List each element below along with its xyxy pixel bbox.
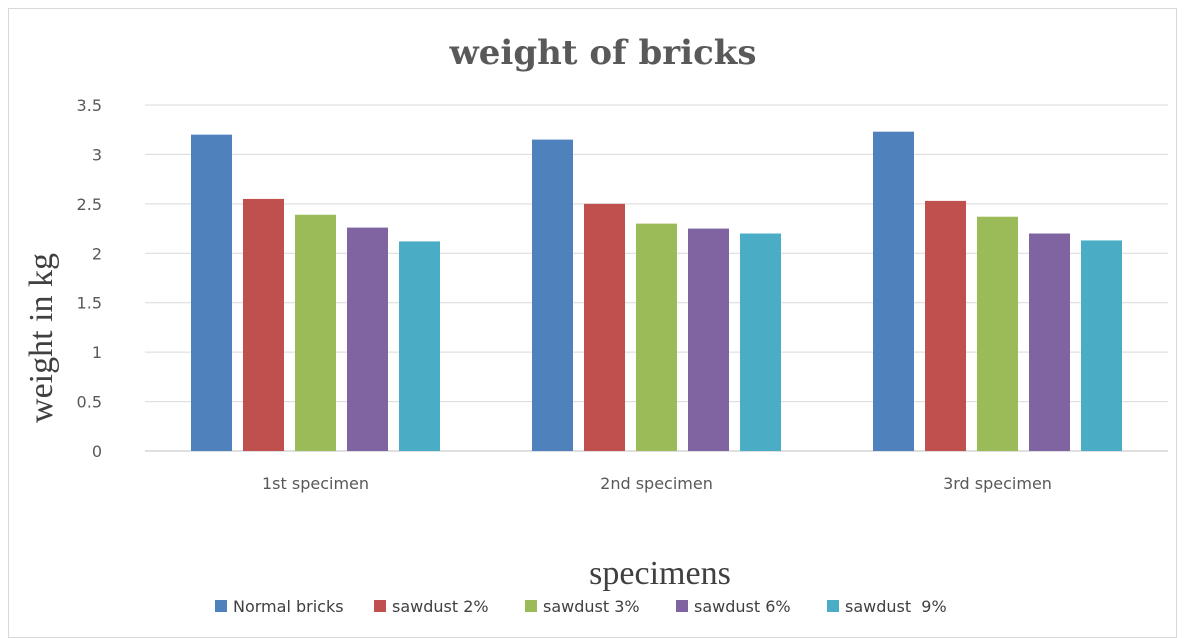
- bar: [873, 131, 914, 452]
- x-axis-ticks: 1st specimen 2nd specimen 3rd specimen: [262, 474, 1052, 493]
- x-tick-label: 2nd specimen: [600, 474, 713, 493]
- legend-label: sawdust 2%: [392, 597, 489, 616]
- bar: [977, 216, 1018, 451]
- y-tick-label: 1.5: [77, 294, 102, 313]
- legend-label: sawdust 9%: [845, 597, 947, 616]
- y-axis-title: weight in kg: [23, 253, 60, 423]
- chart-title: weight of bricks: [449, 33, 757, 73]
- y-tick-label: 0.5: [77, 393, 102, 412]
- x-tick-label: 3rd specimen: [943, 474, 1052, 493]
- bar: [1029, 233, 1070, 451]
- bar: [532, 139, 573, 451]
- bar: [925, 200, 966, 451]
- bar: [243, 198, 284, 451]
- legend-swatch: [215, 600, 227, 612]
- legend-swatch: [374, 600, 386, 612]
- x-axis-title: specimens: [589, 555, 731, 592]
- bar: [688, 228, 729, 451]
- y-tick-label: 3: [92, 145, 102, 164]
- legend-label: sawdust 3%: [543, 597, 640, 616]
- legend-swatch: [525, 600, 537, 612]
- bar: [191, 134, 232, 451]
- bar: [1081, 240, 1122, 451]
- y-tick-label: 0: [92, 442, 102, 461]
- y-tick-label: 1: [92, 343, 102, 362]
- legend-swatch: [676, 600, 688, 612]
- bar: [636, 223, 677, 451]
- bars: [191, 131, 1122, 452]
- bar: [399, 241, 440, 451]
- y-tick-label: 2.5: [77, 195, 102, 214]
- legend-label: sawdust 6%: [694, 597, 791, 616]
- legend-label: Normal bricks: [233, 597, 344, 616]
- bar: [740, 233, 781, 451]
- y-axis-ticks: 0 0.5 1 1.5 2 2.5 3 3.5: [77, 96, 102, 461]
- legend: Normal bricks sawdust 2% sawdust 3% sawdust…: [215, 597, 947, 616]
- legend-swatch: [827, 600, 839, 612]
- x-tick-label: 1st specimen: [262, 474, 369, 493]
- y-tick-label: 2: [92, 244, 102, 263]
- y-tick-label: 3.5: [77, 96, 102, 115]
- bar: [584, 203, 625, 451]
- bar: [347, 227, 388, 451]
- bar: [295, 214, 336, 451]
